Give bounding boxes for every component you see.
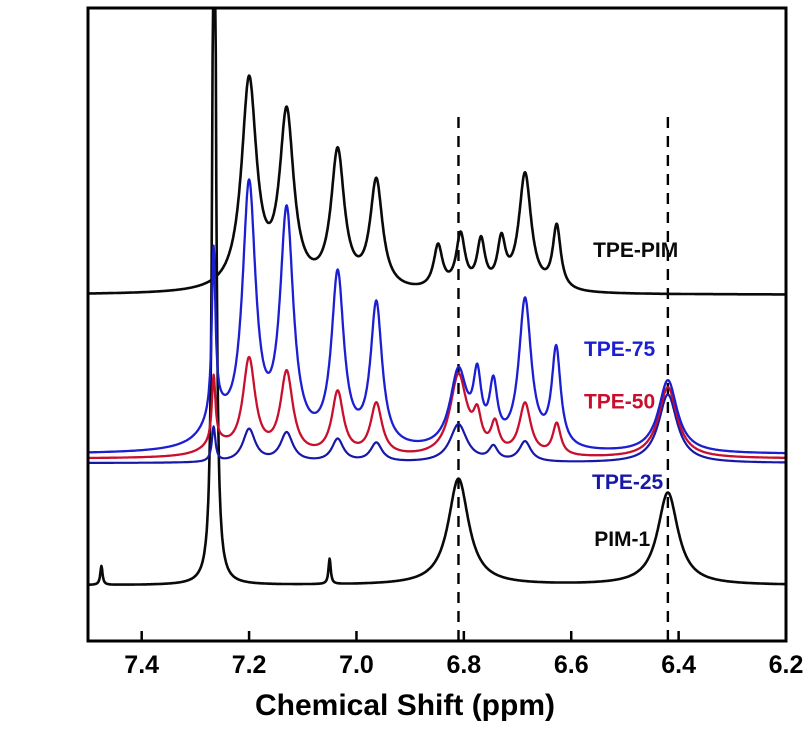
x-tick-label: 6.8	[446, 651, 481, 679]
trace-TPE-25	[88, 393, 786, 464]
x-tick-label: 6.2	[769, 651, 804, 679]
x-tick-label: 6.4	[661, 651, 696, 679]
x-tick-label: 7.4	[124, 651, 159, 679]
trace-TPE-50	[88, 355, 786, 460]
series-label-TPE-50: TPE-50	[584, 391, 655, 414]
series-label-TPE-25: TPE-25	[592, 471, 664, 494]
x-tick-label: 7.2	[232, 651, 267, 679]
series-label-TPE-PIM: TPE-PIM	[593, 239, 678, 262]
trace-PIM-1	[88, 8, 786, 587]
x-tick-label: 6.6	[554, 651, 589, 679]
x-axis-title: Chemical Shift (ppm)	[255, 689, 555, 722]
plot-area	[88, 8, 786, 641]
trace-TPE-PIM	[88, 74, 786, 296]
x-tick-label: 7.0	[339, 651, 374, 679]
series-label-PIM-1: PIM-1	[594, 528, 650, 551]
series-label-TPE-75: TPE-75	[584, 338, 656, 361]
trace-TPE-75	[88, 178, 786, 455]
plot-border	[86, 6, 788, 643]
